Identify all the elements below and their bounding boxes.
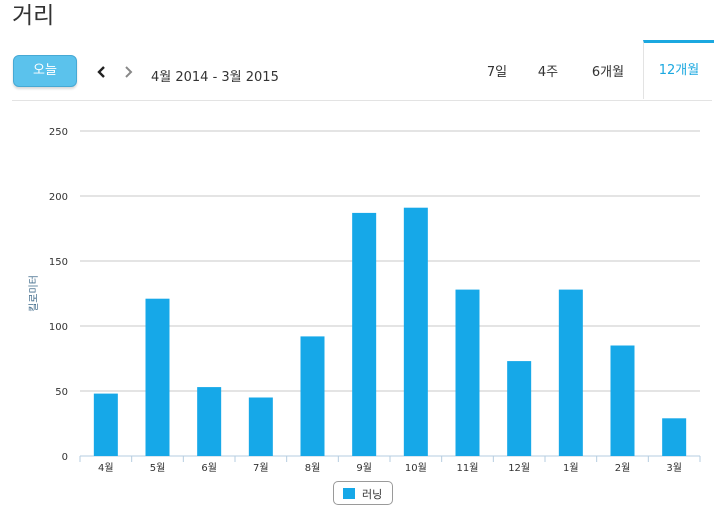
x-tick-label: 12월 [508,462,530,474]
next-period-button[interactable] [120,62,136,82]
legend[interactable]: 러닝 [333,481,393,505]
x-tick-label: 6월 [201,462,217,474]
y-tick-label: 250 [49,127,68,138]
tab-12-months[interactable]: 12개월 [643,40,714,99]
previous-period-button[interactable] [94,62,110,82]
x-tick-label: 11월 [457,462,479,474]
x-tick-label: 4월 [98,462,114,474]
distance-bar-chart: 0 50 100 150 200 250 킬로미터 4월 5월 6월 7월 8월 9월 10월 11월 12월… [27,127,701,474]
x-tick-label: 8월 [305,462,321,474]
y-tick-label: 150 [49,257,68,268]
bar-4월 [93,393,118,456]
chevron-right-icon [125,66,133,78]
y-tick-label: 100 [49,322,68,333]
bar-5월 [145,298,170,456]
tab-4-weeks[interactable]: 4주 [537,65,559,80]
bar-1월 [558,289,583,456]
bar-10월 [403,207,428,456]
y-tick-label: 50 [55,387,68,398]
bar-7월 [248,397,273,456]
x-tick-label: 5월 [150,462,166,474]
x-tick-label: 1월 [563,462,579,474]
x-tick-label: 7월 [253,462,269,474]
bar-11월 [455,289,480,456]
x-tick-label: 10월 [405,462,427,474]
y-tick-label: 200 [49,192,68,203]
tab-7-days[interactable]: 7일 [486,65,508,80]
date-range-label: 4월 2014 - 3월 2015 [151,70,279,85]
x-tick-label: 3월 [666,462,682,474]
y-tick-label: 0 [62,452,68,463]
today-button[interactable]: 오늘 [13,55,77,87]
y-axis-label: 킬로미터 [27,275,40,312]
bar-8월 [300,336,325,456]
legend-label: 러닝 [362,488,383,501]
x-tick-label: 2월 [615,462,631,474]
bar-6월 [197,387,222,456]
bar-12월 [507,361,532,456]
bar-9월 [352,212,377,456]
x-tick-label: 9월 [356,462,372,474]
bar-3월 [662,418,687,456]
legend-swatch [343,488,355,499]
chevron-left-icon [97,66,105,78]
bar-2월 [610,345,635,456]
tab-6-months[interactable]: 6개월 [591,65,625,80]
page-title: 거리 [12,3,55,29]
toolbar: 오늘 4월 2014 - 3월 2015 7일 4주 6개월 12개월 [12,40,714,101]
